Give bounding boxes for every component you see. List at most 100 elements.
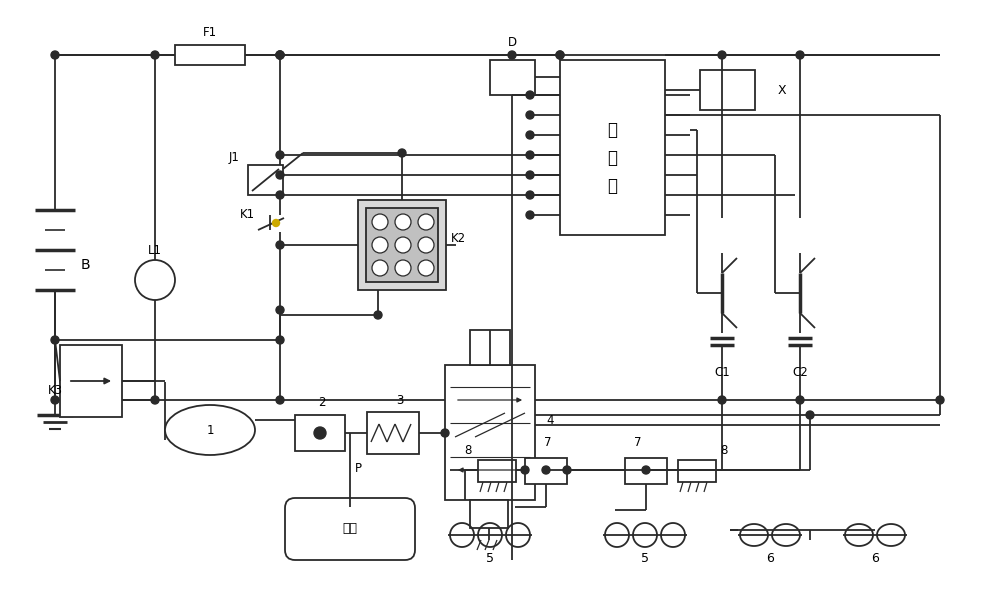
Text: C1: C1 <box>714 366 730 380</box>
Circle shape <box>276 191 284 199</box>
Text: J1: J1 <box>229 151 240 164</box>
Text: D: D <box>507 37 517 49</box>
Bar <box>625 458 667 484</box>
Circle shape <box>135 260 175 300</box>
Circle shape <box>642 466 650 474</box>
Text: C2: C2 <box>792 366 808 380</box>
Text: 控: 控 <box>607 121 617 139</box>
Circle shape <box>276 171 284 179</box>
Circle shape <box>395 237 411 253</box>
Circle shape <box>556 51 564 59</box>
Circle shape <box>641 466 651 476</box>
Circle shape <box>542 466 550 474</box>
Text: 器: 器 <box>607 177 617 195</box>
Circle shape <box>526 151 534 159</box>
Bar <box>366 208 438 282</box>
Bar <box>678 460 716 482</box>
Text: K1: K1 <box>240 209 255 222</box>
Circle shape <box>718 51 726 59</box>
Circle shape <box>395 260 411 276</box>
Bar <box>175 45 245 65</box>
Text: 6: 6 <box>871 551 879 565</box>
Circle shape <box>563 466 571 474</box>
Circle shape <box>796 396 804 404</box>
Circle shape <box>441 429 449 437</box>
Bar <box>470 330 510 365</box>
Circle shape <box>272 219 280 227</box>
Circle shape <box>276 51 284 59</box>
Circle shape <box>276 306 284 314</box>
Circle shape <box>526 131 534 139</box>
Bar <box>295 415 345 451</box>
Circle shape <box>51 51 59 59</box>
Circle shape <box>526 211 534 219</box>
Text: 5: 5 <box>486 551 494 565</box>
Circle shape <box>508 51 516 59</box>
Circle shape <box>276 241 284 249</box>
Text: 6: 6 <box>766 551 774 565</box>
Circle shape <box>51 396 59 404</box>
Bar <box>367 412 419 454</box>
Circle shape <box>372 214 388 230</box>
Bar <box>525 458 567 484</box>
Ellipse shape <box>165 405 255 455</box>
Text: 4: 4 <box>546 413 554 426</box>
Circle shape <box>526 171 534 179</box>
Circle shape <box>398 149 406 157</box>
Text: 8: 8 <box>720 444 728 457</box>
Circle shape <box>395 214 411 230</box>
Text: K2: K2 <box>450 231 466 244</box>
Text: 7: 7 <box>544 436 552 449</box>
Bar <box>490 60 535 95</box>
Text: B: B <box>80 258 90 272</box>
Text: 2: 2 <box>318 397 326 410</box>
Text: X: X <box>778 84 786 97</box>
Circle shape <box>276 151 284 159</box>
Bar <box>60 345 122 417</box>
Text: 1: 1 <box>206 423 214 436</box>
Bar <box>560 60 665 235</box>
Text: F1: F1 <box>203 25 217 39</box>
Bar <box>470 500 508 528</box>
Text: 制: 制 <box>607 149 617 167</box>
Circle shape <box>418 214 434 230</box>
Circle shape <box>521 466 529 474</box>
Circle shape <box>151 396 159 404</box>
Text: 8: 8 <box>464 444 472 457</box>
Text: 5: 5 <box>641 551 649 565</box>
Circle shape <box>276 336 284 344</box>
Circle shape <box>314 427 326 439</box>
Circle shape <box>151 51 159 59</box>
Circle shape <box>276 396 284 404</box>
Circle shape <box>374 311 382 319</box>
Text: L1: L1 <box>148 244 162 257</box>
Circle shape <box>276 51 284 59</box>
Bar <box>358 200 446 290</box>
Circle shape <box>60 376 70 386</box>
Circle shape <box>418 260 434 276</box>
Circle shape <box>936 396 944 404</box>
Circle shape <box>806 411 814 419</box>
Bar <box>700 70 755 110</box>
Text: 轮胎: 轮胎 <box>342 522 358 535</box>
Circle shape <box>51 336 59 344</box>
Text: 7: 7 <box>634 436 642 449</box>
Circle shape <box>276 51 284 59</box>
Bar <box>478 460 516 482</box>
Text: 3: 3 <box>396 394 404 406</box>
Circle shape <box>526 91 534 99</box>
Circle shape <box>372 237 388 253</box>
Bar <box>248 165 283 195</box>
Circle shape <box>541 466 551 476</box>
Circle shape <box>526 111 534 119</box>
FancyBboxPatch shape <box>285 498 415 560</box>
Circle shape <box>418 237 434 253</box>
Circle shape <box>556 51 564 59</box>
Circle shape <box>372 260 388 276</box>
Text: P: P <box>354 461 362 474</box>
Circle shape <box>526 191 534 199</box>
Text: K3: K3 <box>48 384 62 397</box>
Bar <box>445 365 535 500</box>
Circle shape <box>718 396 726 404</box>
Circle shape <box>796 51 804 59</box>
